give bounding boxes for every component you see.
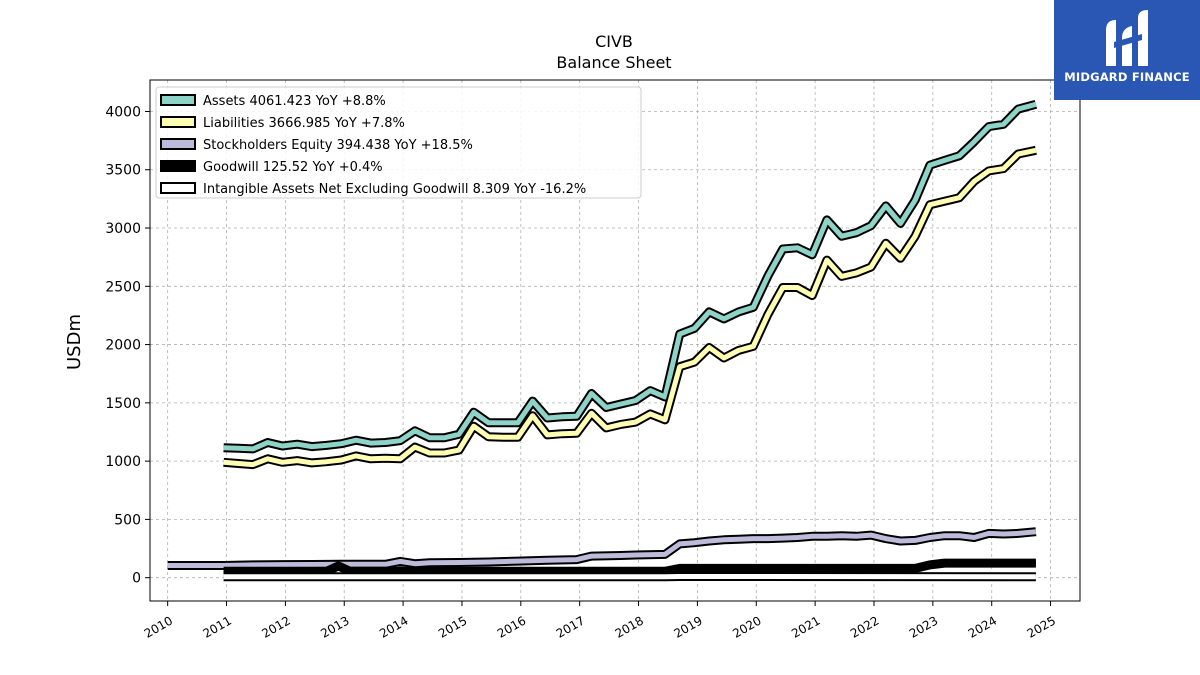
x-tick-label: 2016 — [495, 613, 528, 640]
series-line-3 — [223, 560, 1036, 574]
legend-label-0: Assets 4061.423 YoY +8.8% — [203, 94, 386, 109]
series-line-1 — [223, 147, 1037, 468]
x-tick-label: 2010 — [142, 613, 175, 640]
x-tick-label: 2015 — [436, 613, 469, 640]
midgard-finance-logo: MIDGARD FINANCE — [1054, 0, 1200, 100]
y-tick-label: 2000 — [105, 338, 141, 354]
legend-label-2: Stockholders Equity 394.438 YoY +18.5% — [203, 138, 473, 153]
legend-swatch-0 — [160, 94, 196, 106]
y-tick-label: 1000 — [105, 454, 141, 470]
x-tick-label: 2022 — [848, 613, 881, 640]
y-tick-label: 1500 — [105, 396, 141, 412]
brand-name: MIDGARD FINANCE — [1064, 70, 1190, 84]
legend-swatch-1 — [160, 116, 196, 128]
series-outline-2 — [167, 527, 1037, 570]
x-tick-label: 2025 — [1025, 613, 1058, 640]
x-tick-label: 2014 — [377, 613, 410, 640]
y-axis-label: USDm — [64, 314, 85, 370]
midgard-logo-icon — [1106, 10, 1148, 66]
legend: Assets 4061.423 YoY +8.8% Liabilities 366… — [155, 86, 642, 199]
series-line-0 — [223, 101, 1037, 452]
y-axis-ticks: 0 500 1000 1500 2000 2500 3000 3500 4000 — [105, 104, 150, 587]
legend-label-3: Goodwill 125.52 YoY +0.4% — [203, 160, 383, 175]
legend-swatch-3 — [160, 160, 196, 172]
x-tick-label: 2011 — [201, 613, 234, 640]
legend-label-4: Intangible Assets Net Excluding Goodwill… — [203, 182, 586, 197]
x-tick-label: 2012 — [259, 613, 292, 640]
x-tick-label: 2023 — [907, 613, 940, 640]
series-line-2 — [167, 529, 1037, 568]
legend-swatch-4 — [160, 182, 196, 194]
x-axis-ticks: 2010 2011 2012 2013 2014 2015 2016 2017 2018 2019… — [142, 601, 1058, 641]
x-tick-label: 2020 — [730, 613, 763, 640]
y-tick-label: 3000 — [105, 221, 141, 237]
y-tick-label: 2500 — [105, 279, 141, 295]
x-tick-label: 2013 — [318, 613, 351, 640]
y-tick-label: 3500 — [105, 163, 141, 179]
plot-frame — [149, 79, 1081, 602]
chart-subtitle: Balance Sheet — [556, 53, 671, 72]
y-tick-label: 500 — [114, 512, 141, 528]
x-tick-label: 2024 — [966, 613, 999, 640]
x-tick-label: 2018 — [613, 613, 646, 640]
x-tick-label: 2021 — [789, 613, 822, 640]
y-tick-label: 4000 — [105, 104, 141, 120]
legend-label-1: Liabilities 3666.985 YoY +7.8% — [203, 116, 405, 131]
y-tick-label: 0 — [132, 571, 141, 587]
legend-swatch-2 — [160, 138, 196, 150]
series-lines — [167, 99, 1038, 582]
legend-box — [155, 86, 642, 199]
chart-title: CIVB — [595, 32, 633, 51]
x-tick-label: 2017 — [554, 613, 587, 640]
x-tick-label: 2019 — [671, 613, 704, 640]
